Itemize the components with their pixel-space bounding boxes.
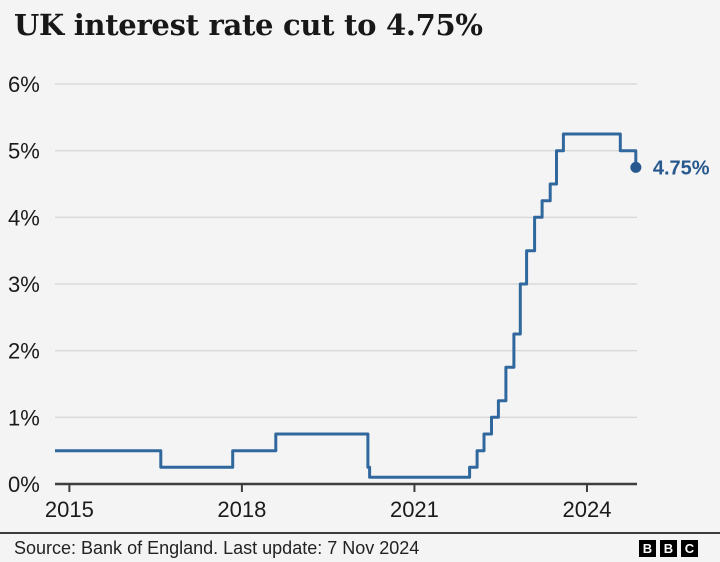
rate-step-line (55, 132, 638, 479)
footer: Source: Bank of England. Last update: 7 … (0, 532, 720, 562)
y-axis-label: 0% (8, 472, 40, 497)
y-axis-label: 4% (8, 205, 40, 230)
end-point-marker (630, 161, 642, 173)
bbc-logo-block: C (681, 539, 698, 557)
source-attribution: Source: Bank of England. Last update: 7 … (14, 537, 420, 558)
x-axis-label: 2024 (562, 497, 611, 522)
chart-title: UK interest rate cut to 4.75% (14, 8, 483, 42)
y-axis-label: 6% (8, 72, 40, 97)
x-axis-label: 2018 (217, 497, 266, 522)
bbc-logo-block: B (660, 539, 677, 557)
y-axis-label: 2% (8, 339, 40, 364)
bbc-logo-block: B (639, 539, 656, 557)
rate-chart: 0% 1% 2% 3% 4% 5% 6% 2015 2018 2021 2024 4.75% (8, 72, 710, 522)
x-axis-label: 2015 (45, 497, 94, 522)
y-axis-label: 1% (8, 405, 40, 430)
end-value-label: 4.75% (653, 157, 710, 179)
y-axis-label: 3% (8, 272, 40, 297)
bbc-logo: B B C (639, 539, 698, 557)
x-axis-label: 2021 (390, 497, 439, 522)
y-axis-label: 5% (8, 139, 40, 164)
